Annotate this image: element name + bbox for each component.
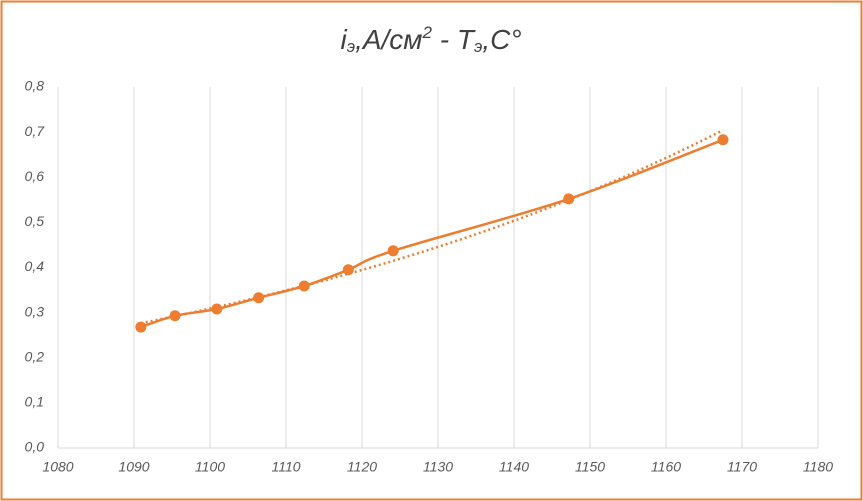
data-point	[169, 310, 181, 322]
x-tick-label: 1100	[195, 459, 225, 475]
x-tick-label: 1090	[118, 459, 149, 475]
x-tick-label: 1150	[575, 459, 605, 475]
x-tick-label: 1120	[347, 459, 377, 475]
y-tick-label: 0,1	[25, 394, 44, 410]
y-tick-label: 0,3	[25, 303, 45, 319]
x-tick-label: 1080	[42, 459, 73, 475]
title-part: ,C°	[482, 24, 521, 55]
title-part: - T	[432, 24, 476, 55]
x-tick-label: 1170	[727, 459, 757, 475]
title-part: i	[340, 24, 347, 55]
data-point	[717, 134, 729, 146]
data-point	[135, 321, 147, 333]
title-subscript: э	[474, 37, 482, 56]
data-point	[211, 303, 223, 315]
data-point	[298, 280, 310, 292]
y-tick-label: 0,2	[25, 348, 45, 364]
data-point	[563, 193, 575, 205]
chart-title: iэ,A/см2 - Tэ,C°	[340, 23, 521, 56]
trendline	[140, 129, 724, 325]
x-tick-label: 1160	[651, 459, 681, 475]
y-tick-label: 0,6	[25, 168, 45, 184]
y-tick-label: 0,5	[25, 213, 45, 229]
y-tick-label: 0,0	[25, 439, 45, 455]
y-tick-label: 0,4	[25, 258, 45, 274]
x-tick-label: 1110	[271, 459, 300, 475]
y-tick-label: 0,7	[25, 123, 46, 139]
data-point	[342, 264, 354, 276]
data-point	[253, 292, 265, 304]
x-tick-label: 1180	[803, 459, 833, 475]
data-point	[387, 245, 399, 257]
x-tick-label: 1140	[499, 459, 529, 475]
x-tick-label: 1130	[423, 459, 453, 475]
title-subscript: э	[347, 37, 355, 56]
title-superscript: 2	[422, 23, 433, 42]
title-part: ,A/см	[355, 24, 422, 55]
y-tick-label: 0,8	[25, 78, 45, 94]
